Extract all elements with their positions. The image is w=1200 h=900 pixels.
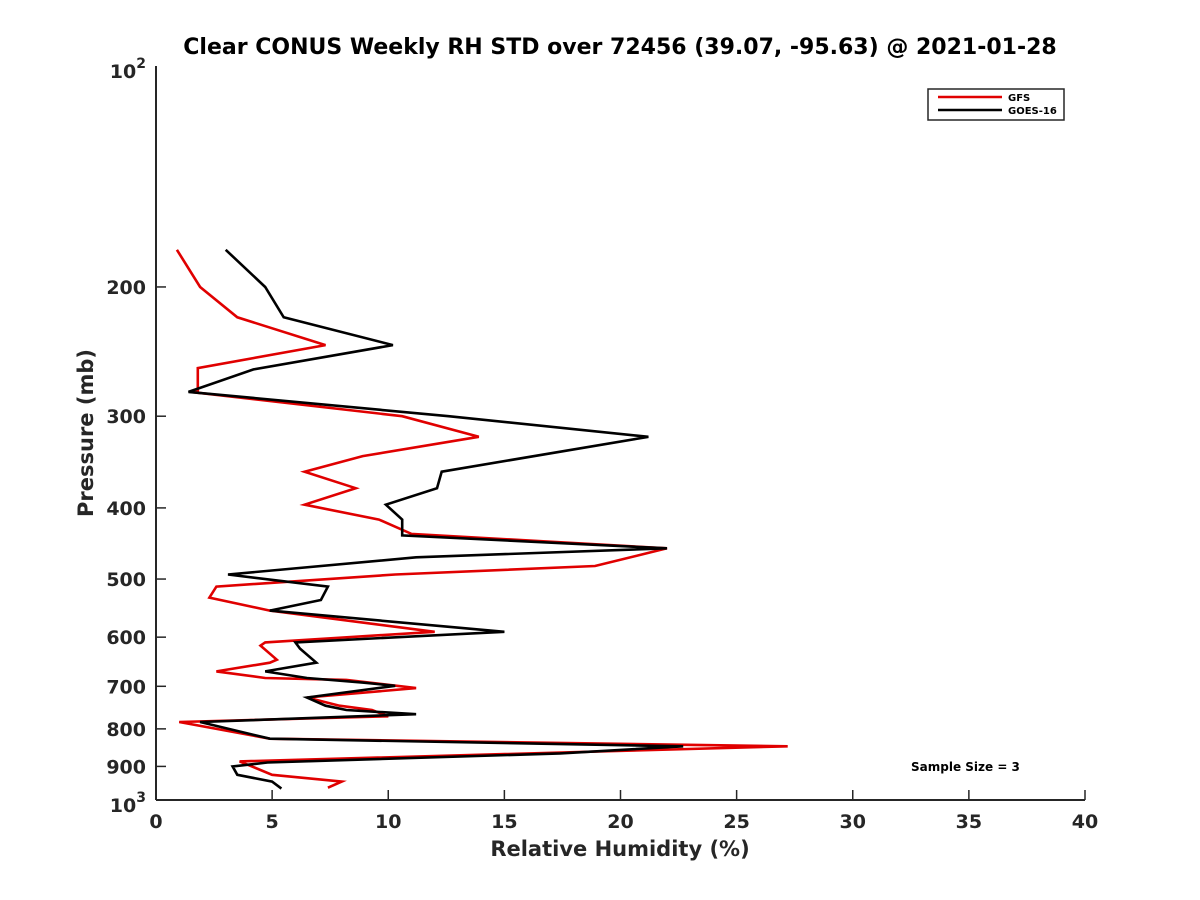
x-tick-label: 35 bbox=[956, 811, 982, 833]
y-tick-label: 400 bbox=[106, 498, 146, 520]
x-tick-label: 0 bbox=[149, 811, 162, 833]
y-tick-label: 500 bbox=[106, 569, 146, 591]
y-tick-label: 102 bbox=[110, 56, 146, 83]
legend-label-gfs: GFS bbox=[1008, 93, 1030, 104]
series-line-goes16 bbox=[188, 248, 684, 790]
y-tick-label: 103 bbox=[110, 790, 146, 817]
y-tick-label: 900 bbox=[106, 756, 146, 778]
legend[interactable]: GFS GOES-16 bbox=[927, 88, 1065, 121]
y-tick-label: 600 bbox=[106, 627, 146, 649]
x-tick-label: 40 bbox=[1072, 811, 1098, 833]
y-ticks: 102 200 300 400 500 600 700 800 900 103 bbox=[106, 56, 166, 817]
y-tick-label: 200 bbox=[106, 277, 146, 299]
x-tick-label: 10 bbox=[375, 811, 401, 833]
x-tick-label: 25 bbox=[723, 811, 749, 833]
y-axis-label: Pressure (mb) bbox=[74, 349, 98, 517]
series-layer bbox=[175, 248, 788, 790]
sample-size-annotation: Sample Size = 3 bbox=[911, 760, 1020, 774]
y-tick-label: 700 bbox=[106, 676, 146, 698]
legend-label-goes16: GOES-16 bbox=[1008, 106, 1057, 117]
x-tick-label: 15 bbox=[491, 811, 517, 833]
x-tick-label: 20 bbox=[607, 811, 633, 833]
y-tick-label: 300 bbox=[106, 406, 146, 428]
y-tick-label: 800 bbox=[106, 719, 146, 741]
legend-box bbox=[927, 88, 1065, 121]
series-line-gfs bbox=[175, 249, 788, 789]
x-tick-label: 30 bbox=[840, 811, 866, 833]
chart-title: Clear CONUS Weekly RH STD over 72456 (39… bbox=[183, 35, 1056, 60]
x-tick-label: 5 bbox=[266, 811, 279, 833]
x-ticks: 0 5 10 15 20 25 30 35 40 bbox=[149, 790, 1098, 833]
x-axis-label: Relative Humidity (%) bbox=[490, 837, 749, 861]
